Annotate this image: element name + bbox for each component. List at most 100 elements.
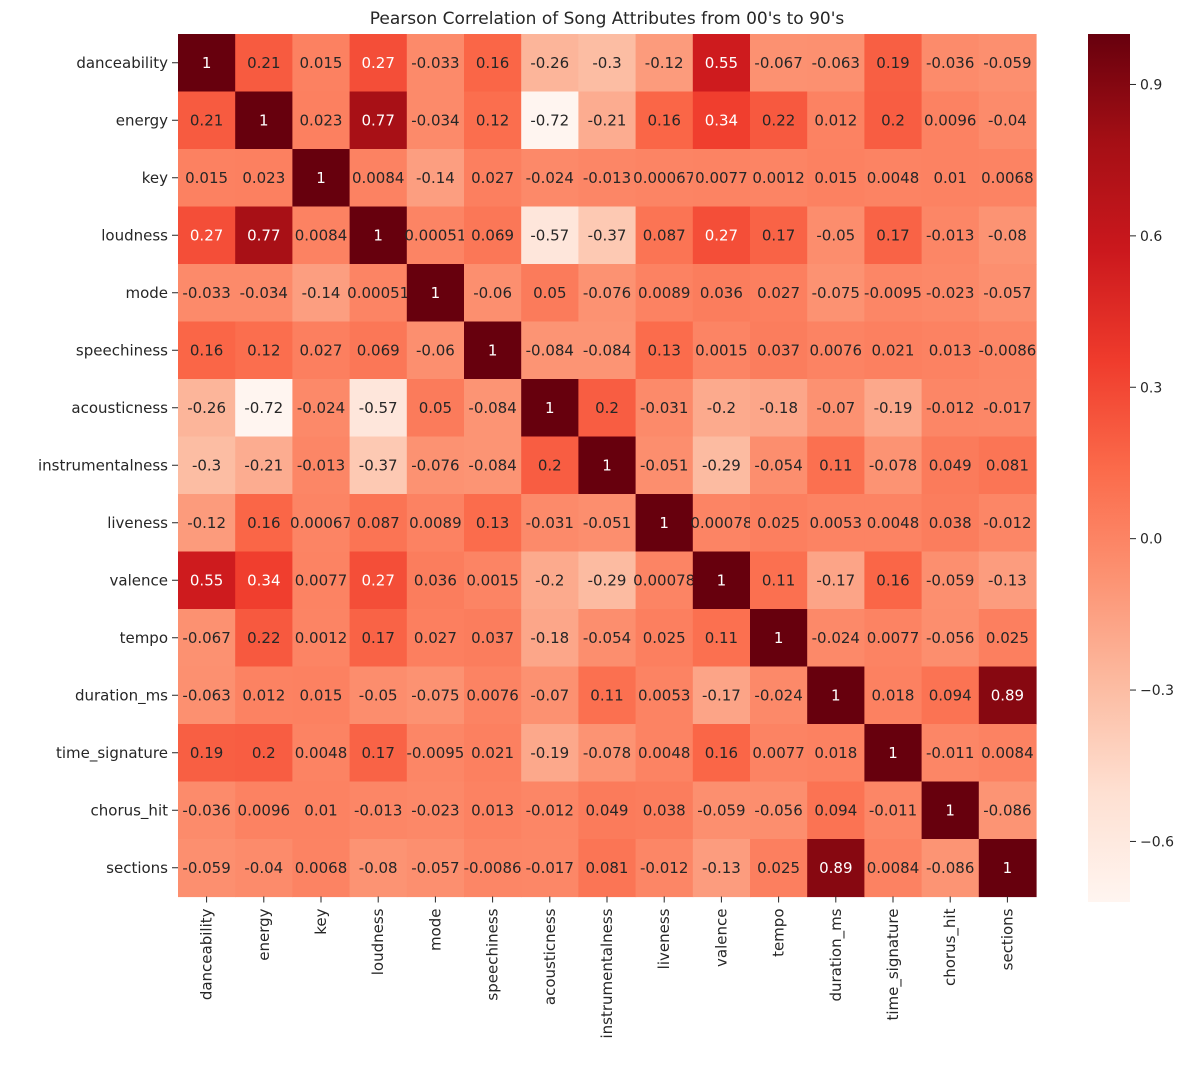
heatmap-cell	[464, 206, 522, 265]
heatmap-cell	[864, 781, 923, 840]
cell-value-label: 0.038	[643, 801, 686, 819]
y-tick-label: energy	[116, 111, 168, 129]
cell-value-label: -0.012	[640, 859, 688, 877]
heatmap-cell	[692, 264, 751, 323]
cell-value-label: -0.2	[535, 571, 564, 589]
heatmap-cell	[406, 551, 465, 610]
cell-value-label: 0.00051	[347, 284, 409, 302]
heatmap-cell	[235, 609, 293, 668]
heatmap-cell	[692, 321, 751, 380]
cell-value-label: 0.027	[300, 341, 343, 359]
cell-value-label: 0.023	[242, 169, 285, 187]
heatmap-cell	[578, 781, 637, 840]
heatmap-cell	[464, 494, 522, 553]
colorbar-gradient	[1088, 34, 1130, 902]
cell-value-label: -0.033	[411, 54, 459, 72]
heatmap-cell	[464, 781, 522, 840]
x-tick-label: duration_ms	[827, 908, 846, 1001]
y-tick-label: time_signature	[56, 744, 168, 763]
cell-value-label: -0.14	[416, 169, 455, 187]
heatmap-cell	[521, 379, 579, 438]
cell-value-label: -0.013	[583, 169, 631, 187]
heatmap-cell	[978, 149, 1037, 208]
heatmap-cell	[692, 91, 751, 150]
x-tick-label: instrumentalness	[598, 908, 616, 1038]
cell-value-label: -0.012	[983, 514, 1031, 532]
cell-value-label: -0.013	[926, 226, 974, 244]
cell-value-label: 0.081	[986, 456, 1029, 474]
cell-value-label: 0.036	[700, 284, 743, 302]
cell-value-label: -0.031	[640, 399, 688, 417]
cell-value-label: -0.036	[926, 54, 974, 72]
heatmap-cell	[864, 494, 923, 553]
x-tick-label: energy	[255, 908, 273, 960]
heatmap-cell	[921, 149, 980, 208]
cell-value-label: 0.05	[419, 399, 452, 417]
cell-value-label: -0.054	[583, 629, 631, 647]
cell-value-label: 0.0048	[295, 744, 348, 762]
cell-value-label: 0.12	[476, 111, 509, 129]
heatmap-cell	[178, 34, 236, 93]
cell-value-label: 0.0077	[867, 629, 920, 647]
heatmap-cell	[235, 206, 293, 265]
cell-value-label: 0.023	[300, 111, 343, 129]
heatmap-cell	[464, 724, 522, 783]
heatmap-cell	[692, 436, 751, 495]
cell-value-label: 1	[774, 629, 784, 647]
cell-value-label: -0.056	[926, 629, 974, 647]
heatmap-cell	[349, 609, 408, 668]
cell-value-label: -0.084	[468, 399, 516, 417]
heatmap-cell	[578, 724, 637, 783]
cell-value-label: -0.017	[526, 859, 574, 877]
heatmap-cell	[635, 379, 694, 438]
heatmap-cell	[921, 206, 980, 265]
heatmap-cell	[464, 264, 522, 323]
heatmap-cell	[521, 781, 579, 840]
heatmap-cell	[750, 839, 808, 898]
heatmap-cell	[750, 436, 808, 495]
heatmap-cell	[750, 264, 808, 323]
cell-value-label: 1	[945, 801, 955, 819]
heatmap-cell	[750, 494, 808, 553]
y-tick-label: instrumentalness	[38, 456, 168, 474]
cell-value-label: -0.084	[526, 341, 574, 359]
cell-value-label: -0.0086	[978, 341, 1036, 359]
heatmap-cell	[807, 264, 865, 323]
heatmap-cell	[406, 724, 465, 783]
heatmap-cell	[921, 264, 980, 323]
heatmap-cell	[292, 149, 351, 208]
cell-value-label: -0.37	[359, 456, 398, 474]
cell-value-label: 0.13	[476, 514, 509, 532]
cell-value-label: 0.19	[190, 744, 223, 762]
heatmap-cell	[406, 839, 465, 898]
heatmap-cell	[864, 379, 923, 438]
heatmap-cell	[521, 436, 579, 495]
cell-value-label: 0.027	[757, 284, 800, 302]
heatmap-cell	[292, 724, 351, 783]
y-axis-tick-labels: danceability energy key loudness mode speechi…	[38, 54, 178, 877]
heatmap-cell	[750, 724, 808, 783]
heatmap-cell	[464, 551, 522, 610]
cell-value-label: -0.078	[583, 744, 631, 762]
heatmap-cell	[807, 149, 865, 208]
heatmap-cell	[692, 34, 751, 93]
cell-value-label: 0.0089	[409, 514, 462, 532]
cell-value-label: 0.0012	[295, 629, 348, 647]
cell-value-label: 0.0068	[981, 169, 1034, 187]
heatmap-cell	[178, 436, 236, 495]
heatmap-cell	[292, 666, 351, 725]
heatmap-cell	[464, 666, 522, 725]
cell-value-label: 0.038	[929, 514, 972, 532]
cell-value-label: -0.075	[411, 686, 459, 704]
cell-value-label: 0.01	[304, 801, 337, 819]
heatmap-cell	[807, 379, 865, 438]
heatmap-cell	[292, 34, 351, 93]
heatmap-cell	[349, 666, 408, 725]
heatmap-cell	[349, 91, 408, 150]
cell-value-label: -0.057	[983, 284, 1031, 302]
heatmap-cell	[521, 666, 579, 725]
heatmap-cell	[406, 609, 465, 668]
heatmap-cell	[921, 436, 980, 495]
heatmap-cell	[750, 206, 808, 265]
y-tick-label: speechiness	[76, 341, 168, 359]
